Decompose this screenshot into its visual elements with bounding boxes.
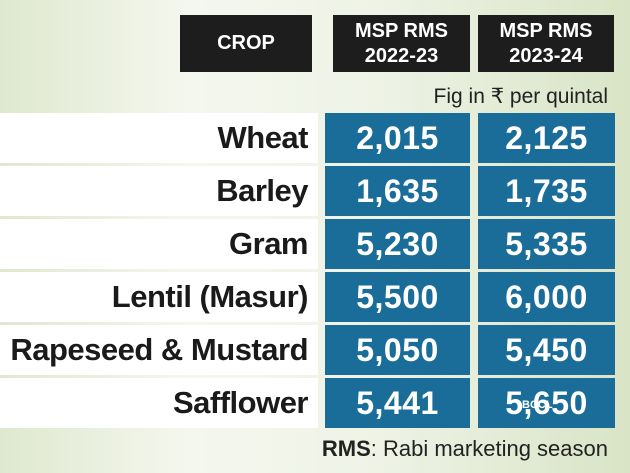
footer-text: : Rabi marketing season — [370, 436, 608, 461]
crop-name: Safflower — [0, 378, 318, 428]
header-line: CROP — [217, 32, 275, 54]
header-line: MSP RMS — [499, 19, 593, 42]
msp-value: 5,230 — [325, 219, 470, 269]
column-header: CROP — [180, 15, 312, 72]
footer-abbr: RMS — [321, 436, 371, 461]
msp-value: 6,000 — [478, 272, 615, 322]
msp-value: 5,450 — [478, 325, 615, 375]
msp-value: 5,335 — [478, 219, 615, 269]
header-line: MSP RMS — [355, 19, 448, 42]
unit-note: Fig in ₹ per quintal — [433, 85, 608, 108]
footer: RMS: Rabi marketing season — [322, 436, 608, 462]
msp-value: 5,050 — [325, 325, 470, 375]
header-line: 2022-23 — [364, 44, 439, 67]
msp-value: 5,500 — [325, 272, 470, 322]
msp-value: 2,125 — [478, 113, 615, 163]
msp-value: 5,441 — [325, 378, 470, 428]
watermark: BCCL — [522, 399, 553, 411]
crop-name: Gram — [0, 219, 318, 269]
msp-value: 1,635 — [325, 166, 470, 216]
column-header: MSP RMS 2023-24 — [478, 15, 614, 72]
msp-value: 2,015 — [325, 113, 470, 163]
header-line: 2023-24 — [509, 44, 583, 67]
column-header: MSP RMS 2022-23 — [333, 15, 470, 72]
crop-name: Lentil (Masur) — [0, 272, 318, 322]
crop-name: Barley — [0, 166, 318, 216]
msp-value: 5,650 — [478, 378, 615, 428]
crop-name: Rapeseed & Mustard — [0, 325, 318, 375]
msp-value: 1,735 — [478, 166, 615, 216]
crop-name: Wheat — [0, 113, 318, 163]
